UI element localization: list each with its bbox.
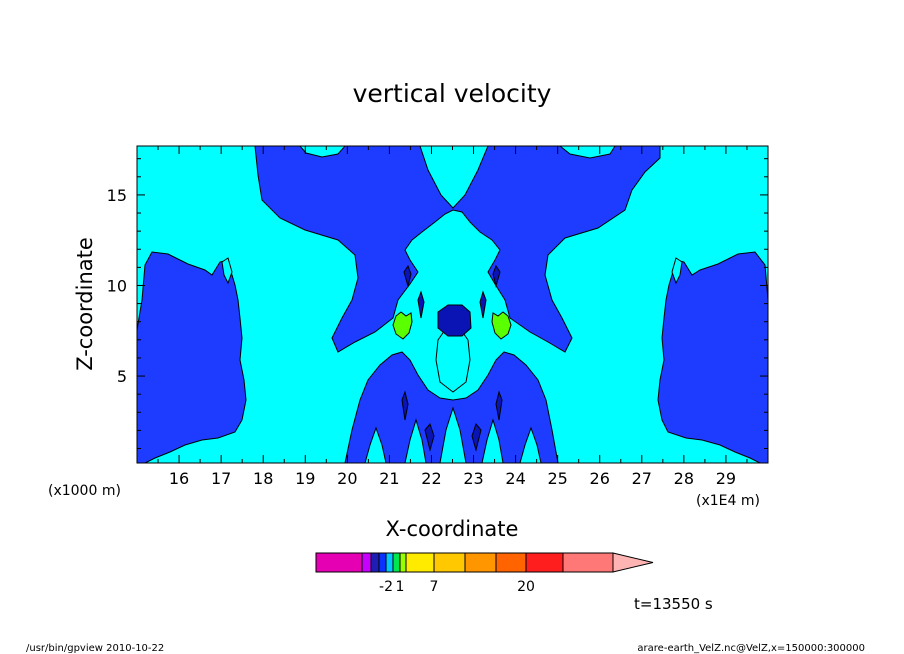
colorbar-segment	[525, 552, 564, 573]
colorbar-segment	[370, 552, 380, 573]
y-axis-ticks: 5 10 15	[107, 158, 768, 450]
colorbar-extension	[612, 552, 654, 573]
colorbar-segment	[433, 552, 466, 573]
contour-cyan-spike-far-right	[519, 426, 542, 463]
x-tick-label: 19	[295, 469, 315, 488]
colorbar-label: -2	[379, 579, 393, 595]
contour-navy-streak-3	[417, 290, 425, 319]
x-tick-label: 18	[253, 469, 273, 488]
time-label: t=13550 s	[634, 595, 713, 613]
colorbar-label: 7	[430, 579, 439, 595]
colorbar-segment	[385, 552, 394, 573]
contour-blue-right	[657, 251, 768, 463]
y-unit-label: (x1000 m)	[48, 483, 121, 499]
colorbar-segment	[464, 552, 497, 573]
contour-cyan-top-right	[559, 146, 616, 159]
x-unit-label: (x1E4 m)	[696, 493, 760, 509]
x-tick-label: 16	[169, 469, 189, 488]
x-tick-label: 23	[463, 469, 483, 488]
colorbar-label: 1	[396, 579, 405, 595]
colorbar-label: 20	[517, 579, 535, 595]
contour-navy-streak-1	[403, 264, 412, 288]
contour-cyan-spike-left	[404, 418, 427, 463]
colorbar-segment	[361, 552, 372, 573]
contour-navy-streak-6	[495, 390, 503, 421]
contour-navy-streak-5	[401, 390, 409, 421]
contour-cyan-left-notch	[221, 257, 233, 285]
x-tick-label: 29	[716, 469, 736, 488]
colorbar: -2 1 7 20	[315, 552, 654, 595]
colorbar-segment	[378, 552, 387, 573]
x-tick-label: 27	[632, 469, 652, 488]
contour-cyan-spike-right	[481, 418, 504, 463]
y-tick-label: 15	[107, 186, 127, 205]
contour-cyan-notch	[419, 146, 489, 209]
contour-field	[137, 146, 768, 463]
x-axis-ticks: 16 17 18 19 20 21 22 23 24 25 26 27 28 29	[157, 146, 748, 488]
x-axis-label: X-coordinate	[386, 517, 519, 541]
chart-title: vertical velocity	[353, 79, 552, 108]
x-tick-label: 24	[505, 469, 525, 488]
colorbar-segment	[315, 552, 363, 573]
contour-navy-streak-8	[471, 422, 482, 452]
x-tick-label: 26	[590, 469, 610, 488]
contour-blue-bottom	[344, 351, 559, 463]
x-tick-label: 21	[379, 469, 399, 488]
x-tick-label: 28	[674, 469, 694, 488]
contour-green-right	[491, 311, 512, 340]
contour-cyan-spike-far-left	[364, 426, 387, 463]
y-axis-label: Z-coordinate	[73, 237, 97, 371]
contour-navy-streak-7	[424, 422, 435, 452]
x-tick-label: 20	[337, 469, 357, 488]
footer-right: arare-earth_VelZ.nc@VelZ,x=150000:300000	[637, 643, 865, 654]
x-tick-label: 25	[547, 469, 567, 488]
contour-blue-top	[254, 146, 661, 353]
footer-left: /usr/bin/gpview 2010-10-22	[26, 643, 164, 654]
y-tick-label: 10	[107, 276, 127, 295]
x-tick-label: 17	[211, 469, 231, 488]
colorbar-segment	[562, 552, 614, 573]
y-tick-label: 5	[117, 367, 127, 386]
contour-navy-streak-4	[479, 290, 487, 319]
contour-cyan-column	[435, 327, 471, 393]
contour-navy-streak-2	[492, 264, 501, 288]
colorbar-segment	[399, 552, 407, 573]
contour-cyan-right-notch	[671, 257, 683, 285]
contour-cyan-spike-center	[439, 406, 467, 463]
contour-navy-center	[437, 304, 472, 337]
colorbar-segment	[405, 552, 435, 573]
contour-blue-left	[137, 251, 247, 463]
colorbar-segment	[495, 552, 527, 573]
colorbar-segment	[392, 552, 401, 573]
x-tick-label: 22	[421, 469, 441, 488]
contour-green-left	[392, 311, 413, 340]
